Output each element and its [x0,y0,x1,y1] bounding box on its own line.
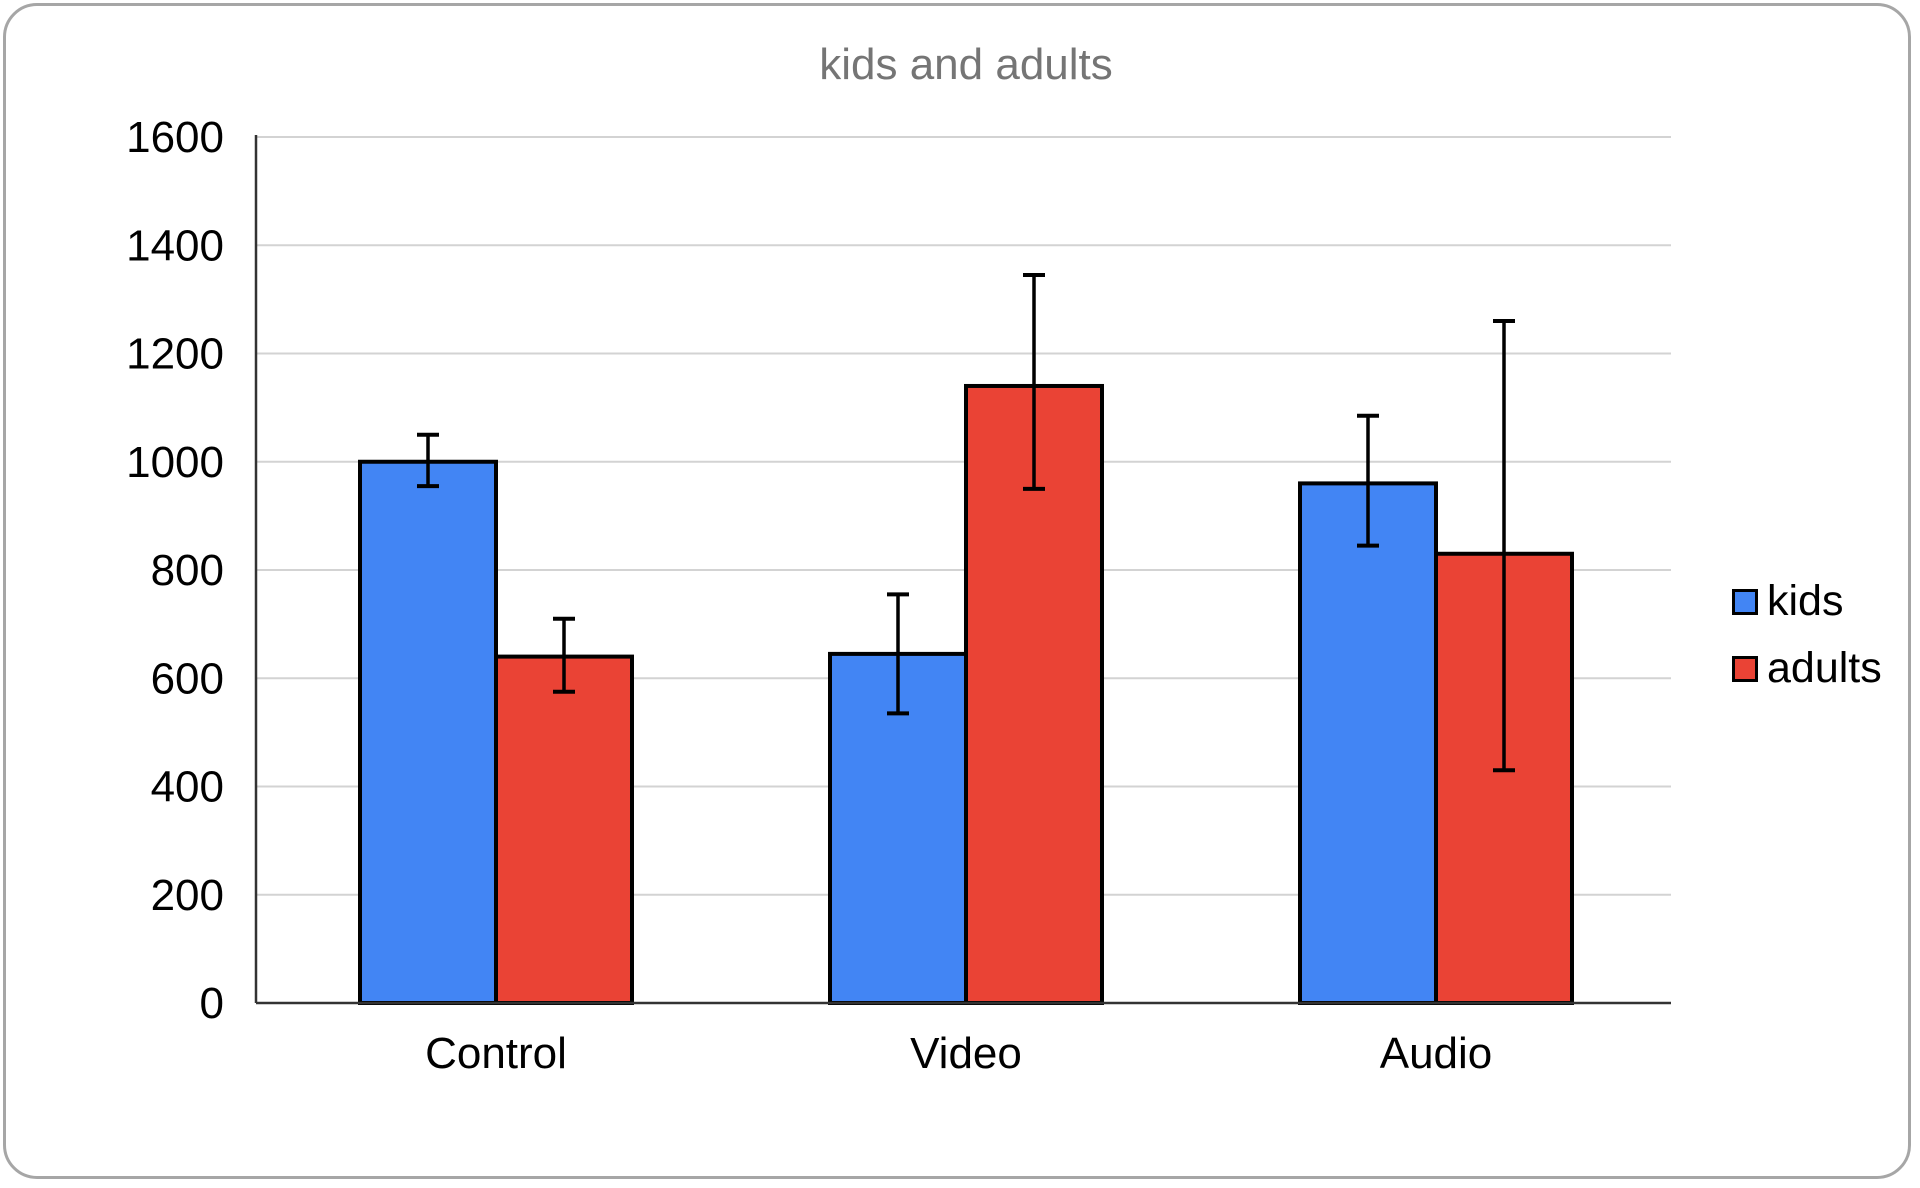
legend-label-adults: adults [1767,644,1882,692]
legend-swatch-adults [1732,655,1758,682]
chart-legend: kids adults [1732,580,1882,690]
y-tick-label: 200 [151,871,224,920]
y-tick-label: 1200 [126,330,224,379]
legend-item-kids[interactable]: kids [1732,580,1882,623]
chart-plot-area: 0 200 400 600 800 1000 1200 1400 1600 Control Vide… [126,113,1671,1078]
bar-kids-control[interactable] [358,459,498,1005]
y-tick-label: 1000 [126,438,224,487]
y-tick-label: 400 [151,763,224,812]
bar-kids-audio[interactable] [1298,481,1438,1005]
y-tick-label: 1600 [126,113,224,162]
x-axis-label-control: Control [425,1029,567,1078]
x-axis-label-video: Video [910,1029,1022,1078]
bar-adults-control[interactable] [494,654,634,1005]
chart-title: kids and adults [819,40,1113,89]
y-tick-label: 600 [151,654,224,703]
y-tick-label: 0 [200,979,224,1028]
legend-swatch-kids [1732,588,1758,615]
chart-card: kids and adults 0 200 400 600 800 1000 1200 140… [3,3,1911,1179]
y-tick-label: 1400 [126,221,224,270]
x-axis-label-audio: Audio [1380,1029,1493,1078]
legend-label-kids: kids [1767,577,1844,625]
y-tick-label: 800 [151,546,224,595]
legend-item-adults[interactable]: adults [1732,647,1882,690]
